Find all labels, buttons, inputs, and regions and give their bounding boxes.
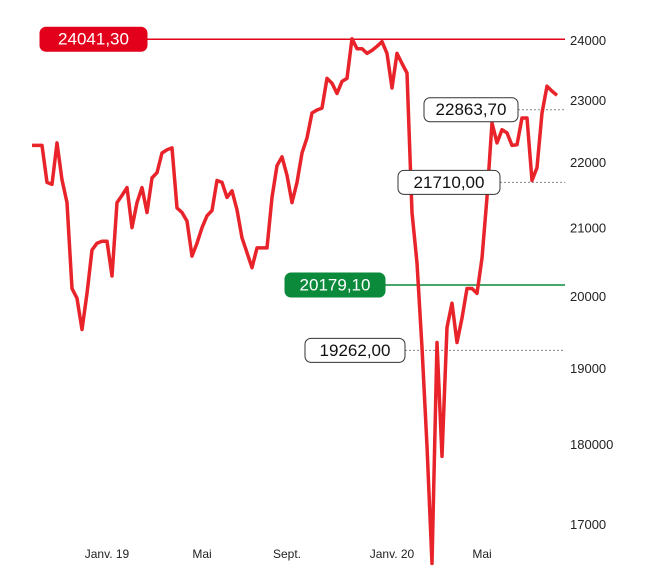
- y-tick-label: 21000: [570, 221, 606, 236]
- x-tick-label: Janv. 19: [85, 547, 130, 561]
- annotation-label: 20179,10: [300, 276, 371, 295]
- annotation-box: [39, 26, 148, 52]
- annotation-box: [397, 169, 501, 195]
- x-tick-label: Mai: [192, 547, 211, 561]
- y-tick-label: 22000: [570, 155, 606, 170]
- y-tick-label: 23000: [570, 93, 606, 108]
- y-tick-label: 20000: [570, 289, 606, 304]
- x-tick-label: Sept.: [273, 547, 301, 561]
- annotation-label: 19262,00: [320, 341, 391, 360]
- annotation-box: [423, 97, 519, 123]
- y-tick-label: 17000: [570, 517, 606, 532]
- annotation-box: [284, 272, 386, 298]
- y-tick-label: 180000: [570, 437, 613, 452]
- annotation-box: [304, 337, 406, 363]
- annotation-label: 21710,00: [414, 173, 485, 192]
- x-tick-label: Janv. 20: [370, 547, 415, 561]
- y-tick-label: 19000: [570, 361, 606, 376]
- annotation-label: 24041,30: [58, 30, 129, 49]
- x-tick-label: Mai: [472, 547, 491, 561]
- price-line: [32, 36, 559, 566]
- annotation-label: 22863,70: [436, 100, 507, 119]
- y-tick-label: 24000: [570, 33, 606, 48]
